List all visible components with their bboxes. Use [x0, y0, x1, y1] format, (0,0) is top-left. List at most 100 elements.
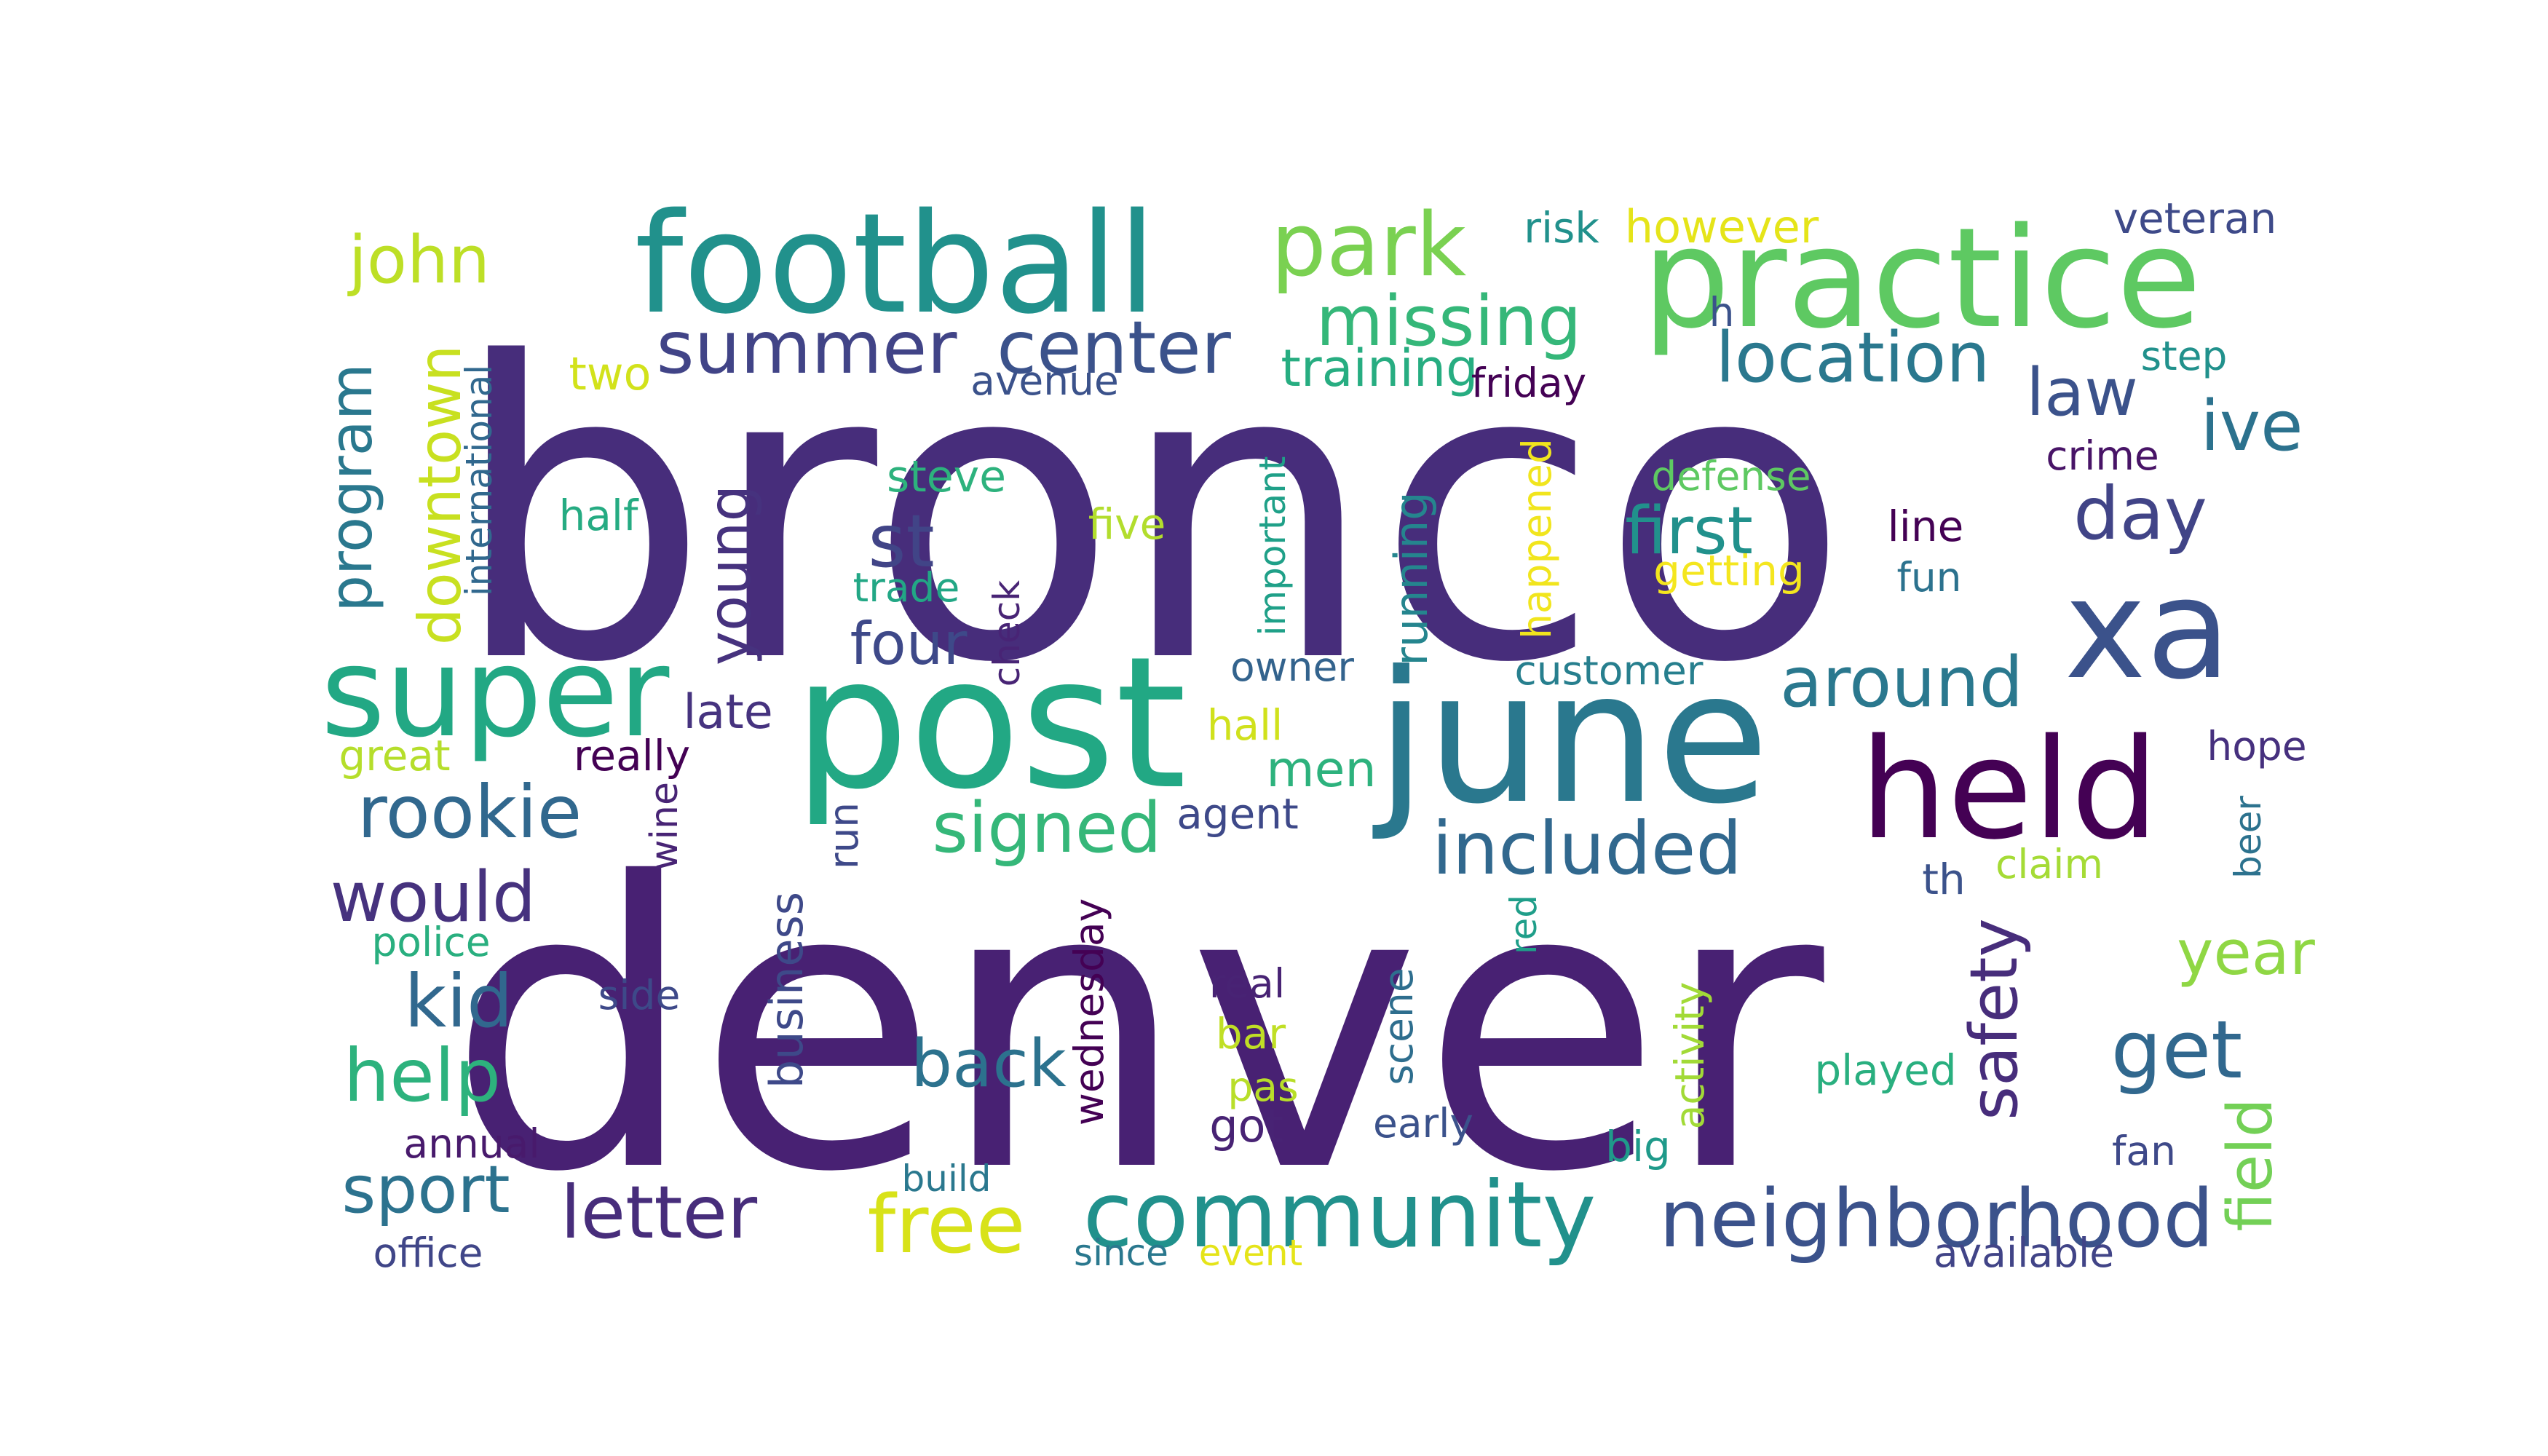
word-beer: beer [2227, 796, 2269, 879]
word-training: training [1281, 339, 1478, 398]
word-program: program [317, 363, 385, 612]
word-signed: signed [932, 788, 1161, 869]
word-build: build [902, 1158, 992, 1200]
word-run: run [820, 802, 867, 869]
word-neighborhood: neighborhood [1659, 1172, 2214, 1265]
word-kid: kid [404, 959, 513, 1044]
word-steve: steve [887, 451, 1006, 502]
word-summer: summer [657, 305, 958, 390]
word-avenue: avenue [970, 357, 1119, 404]
word-hope: hope [2207, 723, 2306, 769]
word-layer: bronco denver post june practice footbal… [317, 183, 2315, 1276]
word-happened: happened [1514, 438, 1560, 639]
word-fun: fun [1896, 554, 1961, 601]
word-crime: crime [2046, 432, 2159, 479]
word-help: help [344, 1033, 501, 1118]
word-business: business [760, 892, 813, 1088]
word-center: center [997, 305, 1232, 390]
word-around: around [1780, 643, 2023, 723]
word-check: check [986, 580, 1028, 687]
word-law: law [2026, 355, 2138, 431]
word-park: park [1271, 195, 1467, 296]
word-however: however [1625, 200, 1819, 253]
word-get: get [2111, 1003, 2243, 1096]
word-late: late [683, 685, 772, 740]
word-st: st [868, 499, 934, 584]
word-really: really [574, 731, 690, 780]
word-customer: customer [1515, 647, 1704, 694]
word-office: office [373, 1230, 483, 1276]
word-hall: hall [1207, 700, 1283, 750]
word-first: first [1625, 493, 1753, 569]
word-bronco: bronco [451, 277, 1849, 752]
word-denver: denver [447, 801, 1828, 1258]
word-back: back [911, 1026, 1067, 1102]
word-sport: sport [341, 1152, 510, 1228]
word-agent: agent [1176, 789, 1299, 839]
word-day: day [2073, 471, 2207, 556]
word-getting: getting [1653, 546, 1805, 596]
word-super: super [321, 621, 670, 765]
word-got: got [1209, 1099, 1283, 1152]
word-claim: claim [1995, 841, 2103, 887]
word-event: event [1199, 1232, 1302, 1274]
word-annual: annual [403, 1120, 539, 1167]
word-letter: letter [561, 1170, 758, 1255]
word-downtown: downtown [406, 345, 474, 645]
word-running: running [1385, 491, 1438, 665]
word-john: john [347, 222, 490, 298]
word-h: h [1709, 289, 1735, 336]
word-young: young [696, 485, 764, 665]
word-side: side [598, 972, 681, 1018]
word-played: played [1814, 1045, 1956, 1095]
word-half: half [559, 491, 639, 540]
word-international: international [458, 365, 500, 596]
word-bar: bar [1216, 1009, 1286, 1059]
word-five: five [1088, 499, 1166, 549]
word-free: free [868, 1178, 1026, 1271]
word-missing: missing [1316, 282, 1582, 362]
word-practice: practice [1642, 198, 2201, 359]
word-xa: xa [2065, 549, 2231, 710]
word-year: year [2177, 917, 2315, 989]
word-red: red [1503, 895, 1545, 954]
word-fan: fan [2112, 1128, 2176, 1174]
word-since: since [1074, 1232, 1168, 1274]
word-scene: scene [1375, 968, 1422, 1085]
word-community: community [1083, 1163, 1597, 1268]
word-police: police [371, 919, 490, 965]
word-rookie: rookie [357, 769, 582, 855]
word-football: football [635, 183, 1157, 344]
word-would: would [331, 858, 537, 938]
word-early: early [1373, 1100, 1473, 1147]
word-four: four [850, 610, 968, 678]
word-th: th [1922, 855, 1966, 904]
word-big: big [1605, 1122, 1671, 1171]
word-defense: defense [1651, 453, 1811, 499]
word-pas: pas [1227, 1064, 1298, 1110]
word-trade: trade [853, 564, 960, 611]
word-available: available [1934, 1230, 2114, 1276]
word-wednesday: wednesday [1066, 898, 1112, 1125]
word-important: important [1251, 456, 1294, 636]
word-real: real [1209, 960, 1285, 1007]
word-step: step [2141, 333, 2228, 379]
word-men: men [1266, 741, 1376, 799]
word-line: line [1888, 502, 1964, 551]
word-great: great [339, 731, 450, 780]
word-included: included [1432, 806, 1742, 891]
word-risk: risk [1524, 203, 1599, 253]
word-safety: safety [1956, 918, 2033, 1120]
word-friday: friday [1471, 360, 1586, 406]
word-location: location [1716, 318, 1990, 398]
word-owner: owner [1230, 644, 1354, 690]
word-june: june [1372, 632, 1769, 844]
word-field: field [2215, 1098, 2287, 1231]
word-post: post [794, 617, 1187, 829]
word-activity: activity [1666, 982, 1713, 1130]
word-ive: ive [2200, 387, 2303, 467]
word-two: two [569, 347, 652, 400]
word-held: held [1860, 709, 2159, 870]
word-veteran: veteran [2113, 194, 2277, 243]
